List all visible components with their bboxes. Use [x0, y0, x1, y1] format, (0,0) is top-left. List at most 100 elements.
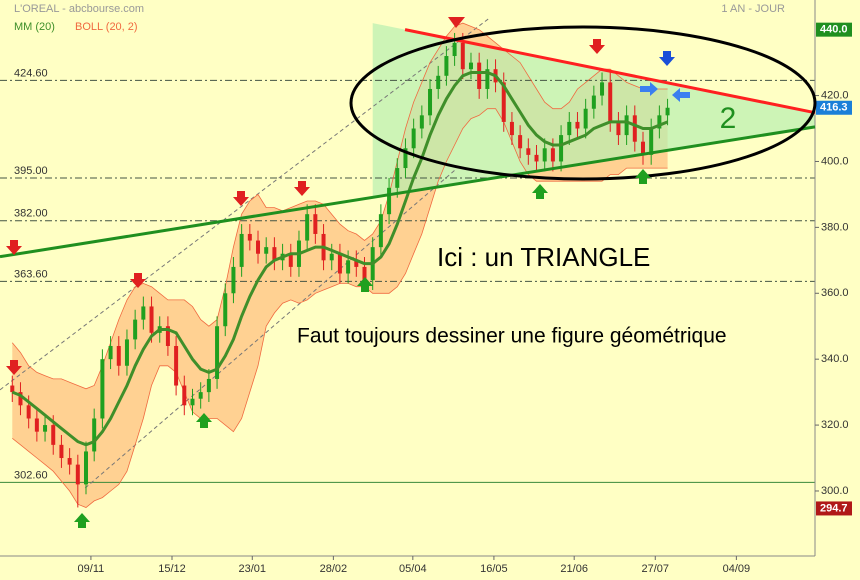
- x-tick-label: 09/11: [78, 563, 105, 575]
- ellipse: [349, 25, 817, 181]
- candle-body: [116, 345, 121, 366]
- candle-body: [411, 128, 416, 149]
- candle-body: [485, 69, 490, 89]
- arrow-down: [6, 240, 22, 255]
- candle-body: [550, 148, 555, 162]
- candle-body: [34, 418, 39, 432]
- y-tick-label: 300.0: [821, 485, 849, 497]
- candle-body: [133, 319, 138, 340]
- price-tag-label: 416.3: [820, 102, 848, 114]
- bollinger-lower: [12, 108, 668, 508]
- price-tag-label: 440.0: [820, 24, 848, 36]
- candle-body: [329, 253, 334, 261]
- candle-body: [452, 42, 457, 57]
- candle-body: [567, 121, 572, 136]
- candle-body: [256, 240, 261, 254]
- trendline: [404, 28, 816, 115]
- candle-body: [632, 115, 637, 142]
- arrows: [6, 17, 690, 528]
- candle-body: [624, 115, 629, 136]
- candle-body: [346, 260, 351, 274]
- price-tag: [816, 22, 852, 37]
- candle-body: [608, 82, 613, 122]
- candle-body: [354, 260, 359, 267]
- candle-body: [509, 121, 514, 136]
- level-label: 395.00: [14, 165, 48, 177]
- candle-body: [43, 425, 48, 432]
- candle-body: [247, 233, 252, 241]
- candle-body: [436, 75, 441, 89]
- candle-body: [182, 385, 187, 406]
- y-tick-label: 340.0: [821, 353, 849, 365]
- candle-body: [26, 405, 31, 419]
- price-tag: [816, 501, 852, 516]
- arrow-down: [294, 181, 310, 196]
- candle-body: [501, 82, 506, 122]
- level-label: 302.60: [14, 469, 48, 481]
- candle-body: [84, 451, 89, 485]
- annotation: 2: [720, 102, 737, 135]
- arrow-up: [532, 184, 548, 199]
- main-layer: 440.0 416.3 294.7: [0, 17, 852, 516]
- candle-body: [198, 392, 203, 399]
- candle-body: [174, 345, 179, 386]
- price-tag-label: 294.7: [820, 502, 848, 514]
- candle-body: [583, 108, 588, 129]
- candle-body: [206, 378, 211, 393]
- candle-body: [395, 168, 400, 188]
- arrow-up: [196, 413, 212, 428]
- arrow-left: [672, 88, 690, 102]
- candle-body: [272, 247, 277, 261]
- level-label: 382.00: [14, 208, 48, 220]
- candle-body: [124, 339, 129, 366]
- candle-body: [59, 444, 64, 459]
- candle-body: [640, 141, 645, 155]
- candle-body: [657, 115, 662, 129]
- y-tick-label: 380.0: [821, 221, 849, 233]
- candle-body: [149, 306, 154, 333]
- candle-body: [305, 214, 310, 241]
- candle-body: [75, 464, 80, 485]
- candle-body: [591, 95, 596, 109]
- candle-body: [616, 121, 621, 136]
- candle-body: [190, 398, 195, 406]
- arrow-up: [74, 513, 90, 528]
- candle-body: [337, 253, 342, 274]
- arrow-down: [6, 360, 22, 375]
- candle-body: [51, 425, 56, 445]
- candle-body: [10, 385, 15, 393]
- y-tick-label: 400.0: [821, 155, 849, 167]
- y-tick-label: 320.0: [821, 419, 849, 431]
- candle-body: [534, 154, 539, 162]
- candle-body: [165, 326, 170, 346]
- candle-body: [92, 418, 97, 452]
- candle-body: [575, 121, 580, 129]
- x-tick-label: 16/05: [480, 563, 508, 575]
- level-label: 363.60: [14, 268, 48, 280]
- x-tick-label: 23/01: [239, 563, 267, 575]
- candle-body: [313, 214, 318, 234]
- candle-body: [231, 266, 236, 294]
- x-tick-label: 05/04: [399, 563, 427, 575]
- candle-body: [108, 345, 113, 360]
- trendline: [0, 125, 816, 259]
- candle-body: [239, 233, 244, 267]
- candle-body: [542, 148, 547, 162]
- legend-ma: MM (20): [14, 21, 55, 33]
- x-tick-label: 04/09: [723, 563, 751, 575]
- candle-body: [100, 359, 105, 419]
- candle-body: [649, 128, 654, 155]
- period: 1 AN - JOUR: [721, 3, 785, 15]
- candle-body: [288, 253, 293, 267]
- x-tick-label: 15/12: [158, 563, 186, 575]
- arrow-down: [448, 17, 465, 28]
- candle-body: [518, 135, 523, 149]
- x-tick-label: 27/07: [642, 563, 670, 575]
- channel-line: [0, 17, 491, 391]
- candle-body: [67, 458, 72, 465]
- chart-title: L'OREAL - abcbourse.com: [14, 3, 144, 15]
- arrow-right: [640, 82, 658, 96]
- candle-body: [419, 115, 424, 129]
